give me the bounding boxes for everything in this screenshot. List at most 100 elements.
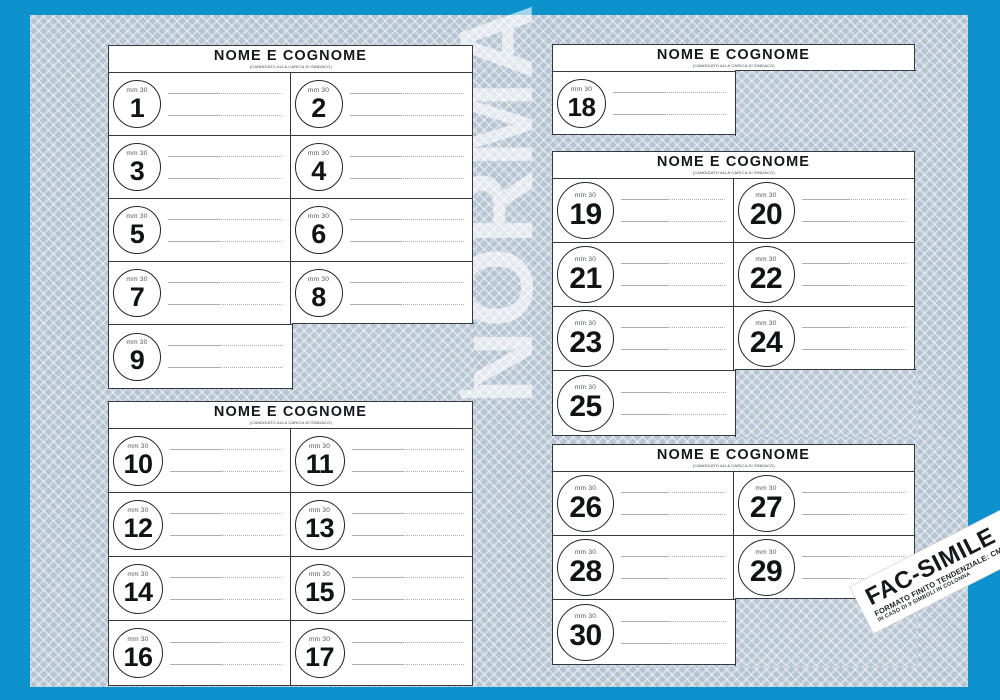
- candidate-slot[interactable]: mm 30 9: [109, 325, 291, 388]
- name-write-lines[interactable]: [161, 345, 291, 368]
- candidate-slot[interactable]: mm 30 15: [291, 557, 473, 620]
- name-line[interactable]: [621, 221, 725, 222]
- candidate-slot[interactable]: mm 30 22: [734, 243, 915, 306]
- name-line[interactable]: [168, 345, 283, 346]
- name-line[interactable]: [170, 599, 282, 600]
- candidate-slot[interactable]: mm 30 13: [291, 493, 473, 556]
- name-write-lines[interactable]: [345, 577, 473, 600]
- name-line[interactable]: [801, 221, 906, 222]
- candidate-slot[interactable]: mm 30 21: [553, 243, 734, 306]
- name-write-lines[interactable]: [161, 92, 290, 116]
- symbol-circle[interactable]: mm 30 27: [737, 475, 795, 532]
- candidate-slot[interactable]: mm 30 14: [109, 557, 291, 620]
- name-write-lines[interactable]: [795, 263, 915, 286]
- name-line[interactable]: [349, 92, 464, 94]
- name-write-lines[interactable]: [614, 263, 733, 286]
- symbol-circle[interactable]: mm 30 15: [294, 563, 345, 614]
- candidate-slot[interactable]: mm 30 26: [553, 472, 734, 535]
- candidate-slot[interactable]: mm 30 12: [109, 493, 291, 556]
- name-line[interactable]: [168, 303, 282, 305]
- name-write-lines[interactable]: [343, 218, 473, 242]
- name-line[interactable]: [621, 514, 725, 515]
- name-write-lines[interactable]: [161, 281, 290, 305]
- name-line[interactable]: [613, 91, 726, 93]
- name-line[interactable]: [349, 114, 464, 116]
- candidate-slot[interactable]: mm 30 24: [734, 307, 915, 370]
- symbol-circle[interactable]: mm 30 28: [557, 539, 614, 596]
- symbol-circle[interactable]: mm 30 24: [737, 310, 795, 367]
- name-line[interactable]: [621, 578, 725, 579]
- symbol-circle[interactable]: mm 30 5: [113, 206, 161, 254]
- name-write-lines[interactable]: [345, 641, 473, 665]
- name-line[interactable]: [168, 240, 282, 242]
- name-line[interactable]: [349, 303, 464, 305]
- name-line[interactable]: [801, 514, 906, 515]
- symbol-circle[interactable]: mm 30 30: [557, 603, 614, 661]
- name-line[interactable]: [168, 281, 282, 283]
- name-line[interactable]: [801, 492, 906, 493]
- name-line[interactable]: [351, 663, 464, 665]
- name-write-lines[interactable]: [614, 327, 733, 350]
- name-line[interactable]: [168, 218, 282, 220]
- candidate-slot[interactable]: mm 30 25: [553, 371, 734, 435]
- name-line[interactable]: [621, 413, 726, 415]
- name-line[interactable]: [349, 177, 464, 179]
- symbol-circle[interactable]: mm 30 29: [737, 539, 795, 596]
- name-line[interactable]: [168, 114, 282, 116]
- symbol-circle[interactable]: mm 30 8: [294, 269, 343, 317]
- name-line[interactable]: [801, 556, 906, 557]
- name-write-lines[interactable]: [343, 281, 473, 305]
- name-line[interactable]: [621, 285, 725, 286]
- name-write-lines[interactable]: [345, 513, 473, 536]
- name-line[interactable]: [351, 449, 464, 450]
- symbol-circle[interactable]: mm 30 12: [113, 499, 163, 550]
- name-line[interactable]: [621, 492, 725, 493]
- name-line[interactable]: [349, 240, 464, 242]
- symbol-circle[interactable]: mm 30 7: [113, 269, 161, 317]
- candidate-slot[interactable]: mm 30 11: [291, 429, 473, 492]
- name-write-lines[interactable]: [345, 449, 473, 472]
- name-write-lines[interactable]: [795, 327, 915, 350]
- symbol-circle[interactable]: mm 30 18: [557, 78, 606, 128]
- name-line[interactable]: [801, 349, 906, 350]
- name-line[interactable]: [801, 199, 906, 200]
- candidate-slot[interactable]: mm 30 10: [109, 429, 291, 492]
- candidate-slot[interactable]: mm 30 7: [109, 262, 291, 324]
- symbol-circle[interactable]: mm 30 2: [294, 80, 343, 128]
- symbol-circle[interactable]: mm 30 1: [113, 80, 161, 128]
- name-line[interactable]: [351, 471, 464, 472]
- name-line[interactable]: [351, 641, 464, 643]
- name-line[interactable]: [168, 155, 282, 157]
- name-line[interactable]: [170, 535, 282, 536]
- name-line[interactable]: [351, 577, 464, 578]
- name-write-lines[interactable]: [606, 91, 734, 115]
- name-line[interactable]: [801, 263, 906, 264]
- name-line[interactable]: [170, 663, 282, 665]
- name-write-lines[interactable]: [343, 155, 473, 179]
- name-line[interactable]: [621, 642, 726, 644]
- symbol-circle[interactable]: mm 30 16: [113, 628, 163, 678]
- candidate-slot[interactable]: mm 30 3: [109, 136, 291, 198]
- name-line[interactable]: [349, 218, 464, 220]
- name-line[interactable]: [613, 113, 726, 115]
- candidate-slot[interactable]: mm 30 27: [734, 472, 915, 535]
- name-line[interactable]: [170, 471, 282, 472]
- symbol-circle[interactable]: mm 30 22: [737, 246, 795, 303]
- name-write-lines[interactable]: [343, 92, 473, 116]
- symbol-circle[interactable]: mm 30 17: [294, 628, 345, 678]
- candidate-slot[interactable]: mm 30 1: [109, 73, 291, 135]
- name-line[interactable]: [621, 620, 726, 622]
- name-write-lines[interactable]: [161, 218, 290, 242]
- name-line[interactable]: [621, 199, 725, 200]
- name-write-lines[interactable]: [163, 641, 290, 665]
- name-write-lines[interactable]: [795, 492, 915, 515]
- name-line[interactable]: [349, 155, 464, 157]
- name-line[interactable]: [621, 349, 725, 350]
- symbol-circle[interactable]: mm 30 10: [113, 435, 163, 486]
- name-line[interactable]: [170, 449, 282, 450]
- symbol-circle[interactable]: mm 30 21: [557, 246, 614, 303]
- candidate-slot[interactable]: mm 30 18: [553, 72, 734, 134]
- name-line[interactable]: [170, 513, 282, 514]
- name-line[interactable]: [349, 281, 464, 283]
- symbol-circle[interactable]: mm 30 11: [294, 435, 345, 486]
